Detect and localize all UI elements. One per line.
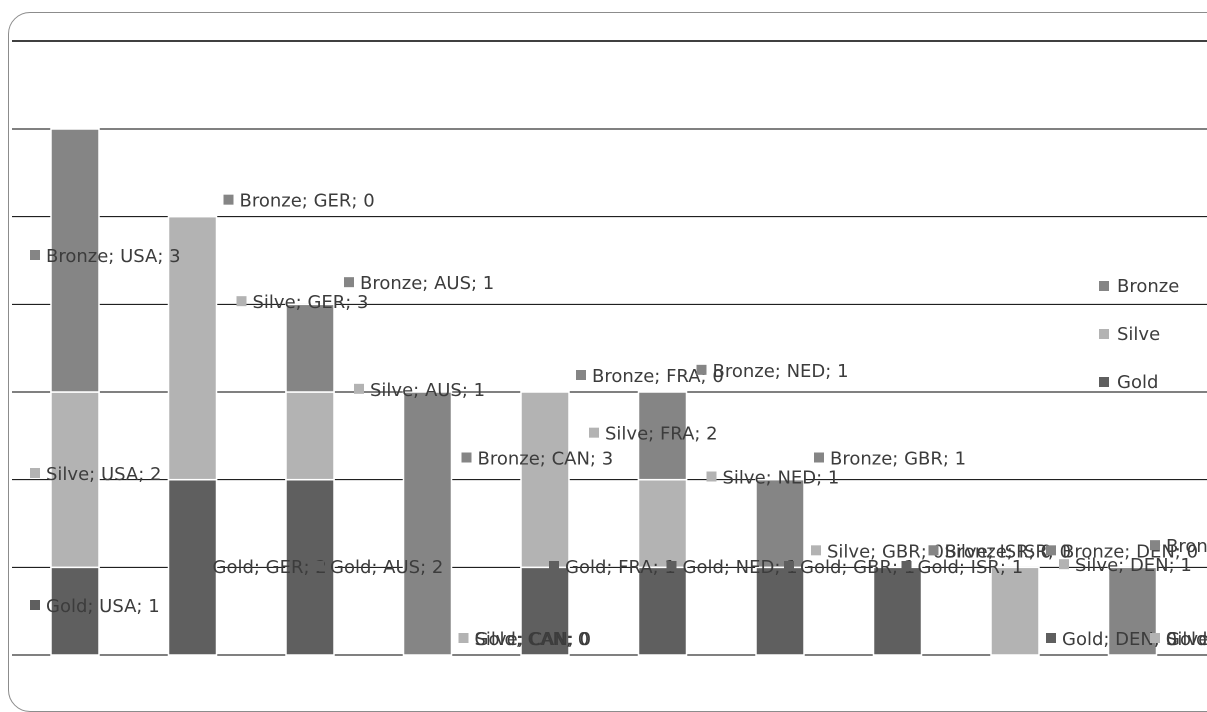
bar-bronze-gbr (755, 478, 805, 569)
data-label-marker (30, 250, 40, 260)
data-label: Bronze; GER; 0 (240, 191, 375, 212)
data-label: Gold; AUS; 2 (330, 557, 443, 578)
data-label: Bronze; DEN; 0 (1062, 541, 1198, 562)
bar-silve-aus (285, 391, 335, 481)
data-label: Silve; NOR; 0 (1166, 629, 1207, 650)
data-label-marker (1150, 540, 1160, 551)
data-label: Bronze; FRA; 0 (592, 366, 724, 387)
data-label: Silve; CAN; 0 (475, 629, 592, 650)
data-label: Bronze; GBR; 1 (830, 449, 966, 470)
legend-marker-gold (1099, 377, 1109, 387)
bar-silve-usa (50, 391, 100, 569)
legend-label-gold: Gold (1117, 372, 1158, 393)
bar-gold-gbr (755, 566, 805, 656)
data-label-marker (196, 561, 207, 571)
data-label: Gold; GER; 2 (213, 557, 327, 578)
bar-gold-ger (167, 478, 218, 656)
data-label: Gold; GBR; 1 (800, 557, 915, 578)
bar-silve-ger (167, 215, 218, 481)
data-label-marker (344, 277, 354, 288)
bar-bronze-nor (1107, 566, 1158, 656)
data-label: Silve; NED; 1 (723, 468, 840, 489)
data-label-marker (223, 194, 234, 205)
data-label-marker (784, 561, 794, 571)
data-label-marker (901, 561, 912, 571)
data-label: Bronze; USA; 3 (46, 246, 181, 267)
data-label-marker (811, 545, 821, 556)
stacked-bar-chart: Gold; USA; 1 Silve; USA; 2 Bronze; USA; 3 G… (12, 40, 1207, 656)
data-label-marker (1150, 633, 1160, 643)
data-label-marker (461, 452, 472, 463)
data-label: Bronze; ISR; 0 (945, 541, 1072, 562)
bar-bronze-can (402, 391, 453, 656)
data-label-marker (1046, 545, 1056, 556)
data-label: Silve; GER; 3 (253, 292, 369, 313)
data-label: Gold; ISR; 1 (918, 557, 1024, 578)
data-label-marker (1046, 633, 1056, 643)
data-label-marker (814, 452, 824, 463)
data-label-marker (1059, 559, 1069, 570)
data-label: Silve; AUS; 1 (370, 380, 485, 401)
legend-label-silve: Silve (1117, 324, 1160, 345)
bar-bronze-usa (50, 128, 100, 393)
data-label: Silve; GBR; 0 (827, 541, 944, 562)
data-label: Gold; USA; 1 (46, 596, 160, 617)
bar-silve-fra (520, 391, 570, 569)
data-label: Gold; DEN; 0 (1062, 629, 1177, 650)
bar-gold-isr (872, 566, 923, 656)
data-label: Bronze; NED; 1 (713, 361, 849, 382)
legend-marker-bronze (1099, 281, 1109, 291)
data-label-marker (666, 561, 677, 571)
bar-silve-ned (637, 478, 688, 569)
data-label: Bronze; AUS; 1 (360, 273, 494, 294)
data-label: Gold; NED; 1 (683, 557, 798, 578)
data-label-marker (549, 561, 559, 571)
data-label: Silve; FRA; 2 (605, 424, 718, 445)
legend-marker-silve (1099, 329, 1109, 339)
data-label: Gold; FRA; 1 (565, 557, 676, 578)
data-label-marker (589, 427, 599, 438)
data-label: Silve; DEN; 1 (1075, 555, 1192, 576)
legend-label-bronze: Bronze (1117, 276, 1179, 297)
bar-bronze-aus (285, 303, 335, 393)
data-label: Gold; NOR; 0 (1166, 629, 1207, 650)
data-label-marker (696, 364, 707, 375)
data-label-marker (314, 561, 324, 571)
bar-gold-ned (637, 566, 688, 656)
data-label-marker (706, 471, 717, 482)
bar-bronze-ned (637, 391, 688, 481)
data-label: Bronze; CAN; 3 (478, 449, 614, 470)
data-label-marker (30, 600, 40, 610)
data-label-marker (928, 545, 939, 556)
data-label: Silve; ISR; 0 (945, 541, 1052, 562)
data-label-marker (236, 296, 247, 307)
data-label-marker (30, 468, 40, 478)
data-label-marker (458, 633, 469, 643)
bar-gold-aus (285, 478, 335, 656)
data-label: Silve; USA; 2 (46, 464, 161, 485)
bar-silve-den (990, 566, 1040, 656)
data-label-marker (354, 383, 364, 394)
data-label-marker (576, 370, 586, 380)
data-label: Bronze; NOR; 1 (1166, 536, 1207, 557)
data-label: Gold; CAN; 0 (475, 629, 590, 650)
